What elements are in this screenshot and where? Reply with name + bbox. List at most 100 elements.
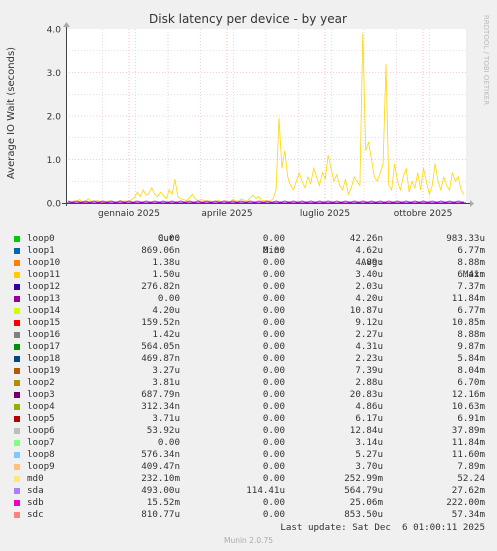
- legend-max: 222.00m: [446, 497, 485, 508]
- legend-min: 0.00: [262, 329, 285, 340]
- legend-avg: 2.03u: [355, 281, 383, 292]
- legend-row-loop1: loop1 869.06n 0.00 4.62u 6.77m: [0, 245, 497, 257]
- legend-swatch: [14, 332, 20, 338]
- legend-avg: 12.84u: [349, 425, 383, 436]
- legend-cur: 159.52n: [141, 317, 180, 328]
- legend-max: 37.89m: [451, 425, 485, 436]
- latency-chart: Disk latency per device - by year Averag…: [6, 12, 490, 219]
- legend-max: 8.04m: [457, 365, 485, 376]
- legend-cur: 564.05n: [141, 341, 180, 352]
- legend-min: 0.00: [262, 449, 285, 460]
- legend-avg: 853.50u: [344, 509, 383, 520]
- legend-cur: 15.52m: [146, 497, 180, 508]
- legend-max: 8.88m: [457, 329, 485, 340]
- legend-swatch: [14, 260, 20, 266]
- header-min: Min:: [262, 245, 285, 256]
- legend-max: 6.91m: [457, 413, 485, 424]
- legend-name: loop17: [27, 341, 61, 352]
- legend-avg: 3.14u: [355, 437, 383, 448]
- legend-avg: 2.88u: [355, 377, 383, 388]
- legend-avg: 5.27u: [355, 449, 383, 460]
- legend-max: 8.88m: [457, 257, 485, 268]
- legend-swatch: [14, 392, 20, 398]
- legend-swatch: [14, 296, 20, 302]
- y-tick-label: 3.0: [47, 69, 62, 79]
- legend-swatch: [14, 368, 20, 374]
- legend-min: 0.00: [262, 377, 285, 388]
- legend-max: 10.85m: [451, 317, 485, 328]
- legend-max: 6.77m: [457, 305, 485, 316]
- legend-avg: 4.20u: [355, 293, 383, 304]
- header-cur: Cur:: [157, 233, 180, 244]
- legend-row-loop13: loop13 0.00 0.00 4.20u 11.84m: [0, 293, 497, 305]
- legend-name: loop11: [27, 269, 61, 280]
- y-tick-label: 2.0: [47, 113, 62, 123]
- legend-max: 6.77m: [457, 245, 485, 256]
- legend-avg: 10.87u: [349, 305, 383, 316]
- x-tick-label: ottobre 2025: [394, 209, 453, 219]
- legend-max: 10.63m: [451, 401, 485, 412]
- legend-swatch: [14, 428, 20, 434]
- legend-name: loop14: [27, 305, 61, 316]
- legend-swatch: [14, 500, 20, 506]
- legend-row-loop15: loop15 159.52n 0.00 9.12u 10.85m: [0, 317, 497, 329]
- legend-swatch: [14, 284, 20, 290]
- legend-cur: 4.20u: [152, 305, 180, 316]
- legend-min: 0.00: [262, 425, 285, 436]
- legend-min: 0.00: [262, 269, 285, 280]
- legend-min: 0.00: [262, 461, 285, 472]
- legend-min: 0.00: [262, 413, 285, 424]
- legend-swatch: [14, 476, 20, 482]
- legend-row-md0: md0 232.10m 0.00 252.99m 52.24: [0, 473, 497, 485]
- legend-max: 983.33u: [446, 233, 485, 244]
- legend-cur: 232.10m: [141, 473, 180, 484]
- header-avg: Avg:: [360, 257, 383, 268]
- legend-name: loop5: [27, 413, 55, 424]
- legend-swatch: [14, 416, 20, 422]
- legend-row-loop4: loop4 312.34n 0.00 4.86u 10.63m: [0, 401, 497, 413]
- legend-row-loop11: loop11 1.50u 0.00 3.40u 6.41m: [0, 269, 497, 281]
- legend-min: 0.00: [262, 317, 285, 328]
- legend-cur: 1.50u: [152, 269, 180, 280]
- legend-avg: 42.26n: [349, 233, 383, 244]
- legend-max: 5.84m: [457, 353, 485, 364]
- legend-swatch: [14, 356, 20, 362]
- legend-min: 0.00: [262, 389, 285, 400]
- legend-max: 6.41m: [457, 269, 485, 280]
- legend-max: 7.89m: [457, 461, 485, 472]
- munin-version: Munin 2.0.75: [223, 536, 274, 545]
- legend-row-loop16: loop16 1.42u 0.00 2.27u 8.88m: [0, 329, 497, 341]
- legend-min: 0.00: [262, 401, 285, 412]
- legend-name: loop0: [27, 233, 55, 244]
- legend-swatch: [14, 248, 20, 254]
- legend-name: loop3: [27, 389, 55, 400]
- legend-name: loop12: [27, 281, 61, 292]
- legend-name: loop13: [27, 293, 61, 304]
- legend-cur: 869.06n: [141, 245, 180, 256]
- legend-name: sdb: [27, 497, 44, 508]
- legend-table: Cur: Min: Avg: Max: loop0 0.00 0.00 42.26n 9…: [0, 221, 497, 521]
- legend-min: 0.00: [262, 245, 285, 256]
- legend-swatch: [14, 404, 20, 410]
- legend-avg: 9.12u: [355, 317, 383, 328]
- legend-avg: 4.89u: [355, 257, 383, 268]
- legend-row-loop5: loop5 3.71u 0.00 6.17u 6.91m: [0, 413, 497, 425]
- legend-max: 9.87m: [457, 341, 485, 352]
- legend-row-loop12: loop12 276.82n 0.00 2.03u 7.37m: [0, 281, 497, 293]
- series-sdb-line: [67, 200, 464, 203]
- legend-row-loop17: loop17 564.05n 0.00 4.31u 9.87m: [0, 341, 497, 353]
- legend-max: 7.37m: [457, 281, 485, 292]
- legend-row-loop19: loop19 3.27u 0.00 7.39u 8.04m: [0, 365, 497, 377]
- legend-swatch: [14, 488, 20, 494]
- legend-cur: 0.00: [157, 233, 180, 244]
- legend-avg: 3.40u: [355, 269, 383, 280]
- legend-swatch: [14, 512, 20, 518]
- legend-row-loop18: loop18 469.87n 0.00 2.23u 5.84m: [0, 353, 497, 365]
- legend-avg: 7.39u: [355, 365, 383, 376]
- legend-avg: 564.79u: [344, 485, 383, 496]
- legend-cur: 276.82n: [141, 281, 180, 292]
- legend-avg: 20.83u: [349, 389, 383, 400]
- legend-avg: 4.31u: [355, 341, 383, 352]
- legend-row-loop3: loop3 687.79n 0.00 20.83u 12.16m: [0, 389, 497, 401]
- legend-swatch: [14, 320, 20, 326]
